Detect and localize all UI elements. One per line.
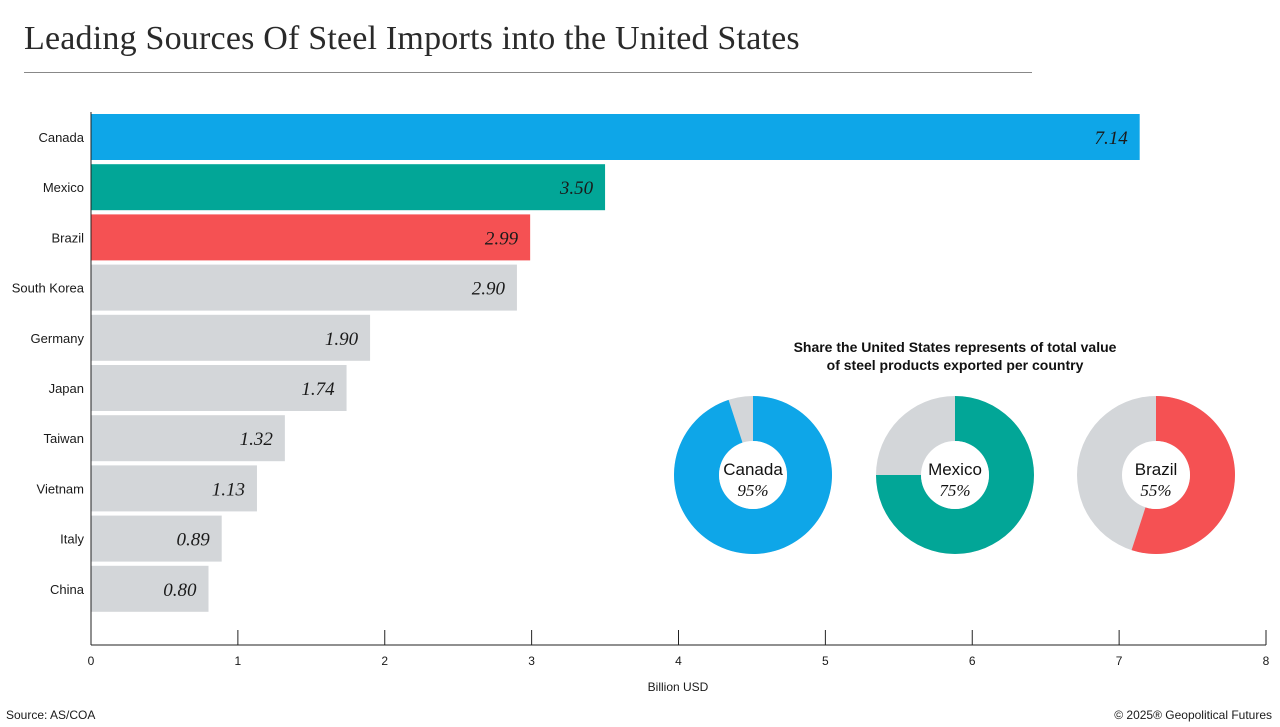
- donut-canada: Canada 95%: [674, 396, 833, 554]
- bar-layer: Canada 7.14 Mexico 3.50 Brazil 2.99 South Kore…: [12, 114, 1140, 612]
- donut-hole: [1122, 441, 1190, 509]
- bar: [91, 214, 531, 261]
- bar: [91, 565, 209, 612]
- bar: [91, 365, 347, 411]
- category-label: South Korea: [12, 281, 85, 296]
- x-axis-label: Billion USD: [648, 680, 709, 694]
- value-label: 1.13: [212, 479, 245, 500]
- category-label: Italy: [60, 532, 84, 547]
- bar: [91, 114, 1140, 160]
- value-label: 0.89: [176, 530, 210, 551]
- donut-value-label: 95%: [737, 481, 768, 500]
- x-tick-label: 6: [969, 654, 976, 668]
- category-label: Japan: [49, 381, 84, 396]
- x-tick-label: 5: [822, 654, 829, 668]
- donut-slice: [876, 396, 1034, 554]
- donut-slice: [1131, 396, 1235, 554]
- x-tick-label: 4: [675, 654, 682, 668]
- donut-layer: Canada 95% Mexico 75% Brazil 55%: [674, 396, 1235, 554]
- donut-inset-title-line-2: of steel products exported per country: [826, 357, 1084, 373]
- category-label: Canada: [38, 130, 84, 145]
- source-note: Source: AS/COA: [6, 708, 96, 722]
- category-label: Taiwan: [44, 431, 84, 446]
- bar: [91, 264, 517, 311]
- title-divider: [24, 72, 1032, 73]
- x-tick-label: 3: [528, 654, 535, 668]
- bar: [91, 415, 285, 462]
- value-label: 1.74: [301, 379, 335, 400]
- donut-value-label: 55%: [1140, 481, 1171, 500]
- category-label: Brazil: [51, 230, 84, 245]
- value-label: 0.80: [163, 580, 197, 601]
- donut-inset-title: Share the United States represents of to…: [740, 338, 1170, 374]
- bar: [91, 465, 257, 512]
- x-tick-label: 1: [235, 654, 242, 668]
- value-label: 3.50: [559, 178, 594, 199]
- donut-label: Brazil: [1135, 460, 1178, 479]
- donut-value-label: 75%: [939, 481, 970, 500]
- category-label: Mexico: [43, 180, 84, 195]
- donut-hole: [719, 441, 787, 509]
- x-tick-label: 8: [1263, 654, 1270, 668]
- x-axis: 0 1 2 3 4 5 6 7 8: [88, 112, 1270, 668]
- value-label: 1.90: [325, 329, 359, 350]
- value-label: 7.14: [1094, 128, 1128, 149]
- donut-slice: [674, 396, 833, 554]
- value-label: 1.32: [240, 429, 274, 450]
- donut-label: Canada: [723, 460, 783, 479]
- donut-label: Mexico: [928, 460, 982, 479]
- chart-title: Leading Sources Of Steel Imports into th…: [24, 20, 800, 57]
- copyright-credit: © 2025® Geopolitical Futures: [1114, 708, 1272, 722]
- value-label: 2.99: [485, 228, 519, 249]
- donut-brazil: Brazil 55%: [1077, 396, 1235, 554]
- category-label: Vietnam: [37, 481, 84, 496]
- bar: [91, 164, 606, 211]
- x-tick-label: 0: [88, 654, 95, 668]
- donut-inset-title-line-1: Share the United States represents of to…: [793, 339, 1117, 355]
- x-tick-label: 2: [381, 654, 388, 668]
- category-label: Germany: [31, 331, 85, 346]
- donut-hole: [921, 441, 989, 509]
- donut-mexico: Mexico 75%: [876, 396, 1034, 554]
- bar: [91, 314, 371, 361]
- x-tick-label: 7: [1116, 654, 1123, 668]
- bar: [91, 515, 222, 562]
- category-label: China: [50, 582, 85, 597]
- value-label: 2.90: [472, 279, 506, 300]
